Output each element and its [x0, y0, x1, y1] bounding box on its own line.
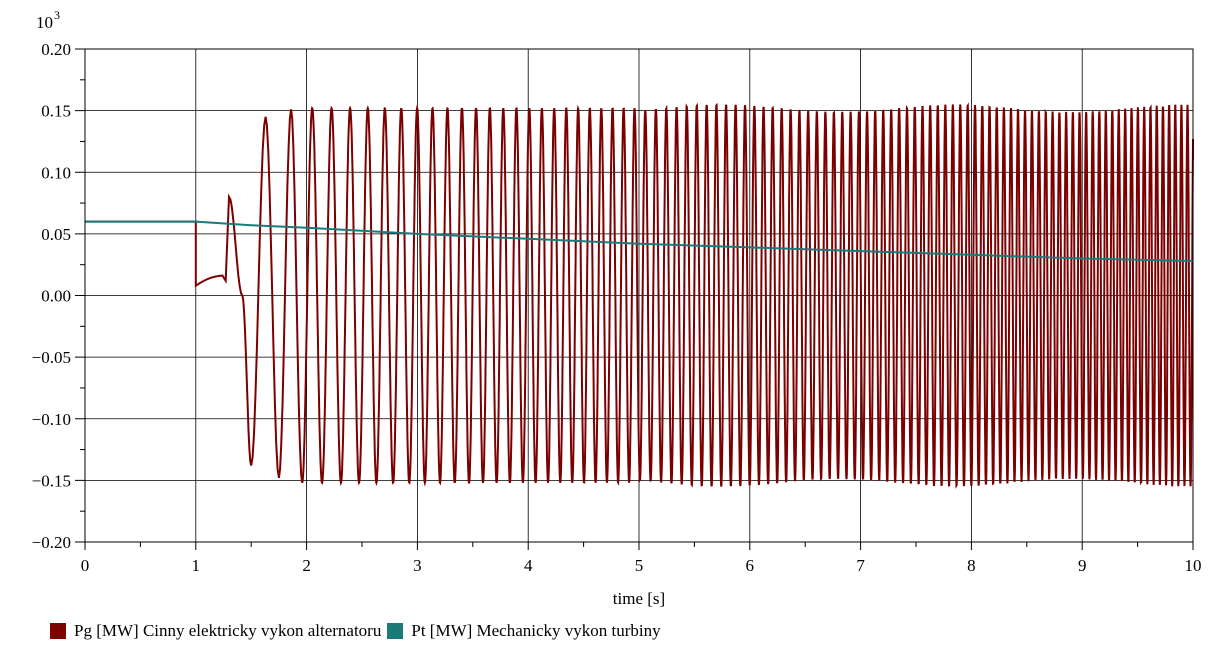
- x-tick-label: 0: [81, 556, 90, 575]
- x-tick-label: 10: [1185, 556, 1202, 575]
- legend-label-pt: Pt [MW] Mechanicky vykon turbiny: [411, 621, 661, 640]
- x-tick-label: 2: [302, 556, 311, 575]
- x-tick-label: 9: [1078, 556, 1087, 575]
- y-tick-label: 0.10: [41, 163, 71, 182]
- x-tick-label: 5: [635, 556, 644, 575]
- legend-item-pt: Pt [MW] Mechanicky vykon turbiny: [387, 621, 661, 641]
- legend-swatch-pt: [387, 623, 404, 639]
- series-layer: [85, 102, 1194, 489]
- x-tick-label: 8: [967, 556, 976, 575]
- x-tick-label: 1: [192, 556, 201, 575]
- x-axis-title: time [s]: [613, 589, 665, 608]
- y-multiplier-base: 10: [36, 13, 53, 32]
- legend-swatch-pg: [50, 623, 66, 639]
- y-tick-label: 0.20: [41, 40, 71, 59]
- tick-layer: 0 1 2 3 4 5 6 7 8 9 10 0.20 0.15 0.10 0.05 0.00 −0.05 −0.…: [32, 40, 1202, 575]
- x-tick-label: 4: [524, 556, 533, 575]
- x-tick-label: 6: [746, 556, 755, 575]
- y-tick-label: 0.15: [41, 102, 71, 121]
- legend-label-pg: Pg [MW] Cinny elektricky vykon alternato…: [74, 621, 382, 640]
- legend-item-pg: Pg [MW] Cinny elektricky vykon alternato…: [50, 621, 381, 641]
- y-tick-label: −0.20: [32, 533, 71, 552]
- y-tick-label: 0.05: [41, 225, 71, 244]
- y-tick-label: 0.00: [41, 287, 71, 306]
- x-tick-label: 7: [856, 556, 865, 575]
- series-line-pg: [85, 102, 1194, 489]
- y-tick-label: −0.15: [32, 471, 71, 490]
- x-tick-label: 3: [413, 556, 422, 575]
- line-chart: 0 1 2 3 4 5 6 7 8 9 10 0.20 0.15 0.10 0.05 0.00 −0.05 −0.…: [32, 8, 1202, 608]
- series-line-pt: [85, 220, 1194, 262]
- legend: Pg [MW] Cinny elektricky vykon alternato…: [50, 619, 667, 643]
- y-tick-label: −0.05: [32, 348, 71, 367]
- y-tick-label: −0.10: [32, 410, 71, 429]
- y-multiplier-exponent: 3: [54, 8, 60, 22]
